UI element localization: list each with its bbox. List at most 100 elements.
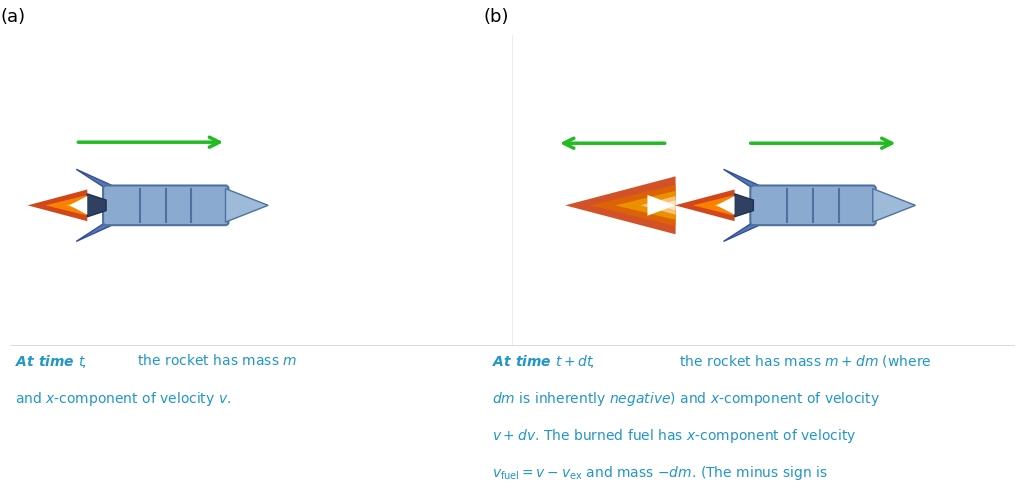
Polygon shape [28,189,87,221]
Point [33,141,49,149]
Point [145,260,162,268]
Polygon shape [76,169,119,189]
Point [205,67,221,74]
Point [95,129,112,137]
Point [763,140,779,148]
Point [234,68,251,76]
Point [393,234,410,242]
Point [499,146,515,154]
Point [162,268,178,276]
Polygon shape [717,196,734,214]
Point [432,112,449,120]
Text: At time $t\!,$: At time $t\!,$ [15,353,87,370]
Point [71,66,87,74]
Text: and $x$-component of velocity $v$.: and $x$-component of velocity $v$. [15,390,231,408]
Point [777,331,794,339]
Polygon shape [675,189,734,221]
Polygon shape [76,222,119,242]
Point [546,138,562,146]
Point [512,226,528,234]
Polygon shape [726,202,734,209]
Polygon shape [225,189,268,222]
Text: Burned fuel: Burned fuel [572,67,673,81]
Point [872,119,889,127]
Text: At time $t + dt\!,$: At time $t + dt\!,$ [492,353,595,370]
Point [122,102,138,110]
Point [38,139,54,146]
Text: $dm$ is inherently $\mathit{negative}$) and $x$-component of velocity: $dm$ is inherently $\mathit{negative}$) … [492,390,880,408]
Point [987,263,1004,271]
Point [309,134,326,142]
Point [379,94,395,102]
Polygon shape [45,195,87,215]
Point [206,153,222,161]
Polygon shape [724,169,766,189]
Point [72,292,88,300]
Polygon shape [590,184,676,226]
Point [81,67,97,74]
Polygon shape [565,176,676,234]
Point [331,295,347,303]
Point [528,125,545,133]
Point [115,81,131,89]
Point [550,324,566,332]
Point [316,154,333,162]
Point [147,91,164,99]
Text: $v_{\rm fuel} = v - v_{\rm ex}$ and mass $-dm$. (The minus sign is: $v_{\rm fuel} = v - v_{\rm ex}$ and mass… [492,464,827,483]
Point [889,334,905,342]
Text: $= v - v_{\rm ex}$: $= v - v_{\rm ex}$ [631,99,700,115]
Point [104,107,121,115]
Point [436,227,453,235]
Point [518,185,535,193]
Point [817,146,834,154]
Point [187,53,204,61]
Point [41,146,57,154]
Point [810,263,826,271]
Point [319,308,336,316]
Point [967,40,983,48]
Polygon shape [87,194,106,217]
Point [498,265,514,273]
Point [255,263,271,271]
Point [716,128,732,136]
Polygon shape [872,189,915,222]
Point [830,58,847,66]
Point [894,142,910,150]
Point [627,311,643,318]
Text: $v + dv$. The burned fuel has $x$-component of velocity: $v + dv$. The burned fuel has $x$-compon… [492,427,856,445]
Point [371,246,387,253]
Point [52,55,69,63]
Point [636,278,652,285]
Point [361,72,378,80]
Polygon shape [724,222,766,242]
Polygon shape [647,195,676,216]
Polygon shape [79,202,87,209]
Text: $v_{\rm fuel}$: $v_{\rm fuel}$ [585,99,614,115]
Point [867,77,884,85]
Point [296,44,312,52]
Point [601,142,617,150]
Point [84,146,100,154]
Point [476,288,493,296]
Text: $+x$-direction: $+x$-direction [268,67,365,81]
Point [415,44,431,52]
Text: $v$: $v$ [124,103,137,121]
Point [264,309,281,317]
Polygon shape [67,199,87,211]
Point [615,47,632,55]
Polygon shape [660,200,676,211]
Text: $-dm$: $-dm$ [600,293,645,311]
Point [908,256,925,264]
FancyBboxPatch shape [751,185,876,225]
Point [806,252,822,260]
Point [523,280,540,288]
Point [896,268,912,276]
Point [330,333,346,341]
Point [602,303,618,311]
Point [773,122,790,130]
Point [971,269,987,277]
Point [610,63,627,71]
Point [336,287,352,295]
Point [666,85,682,93]
Point [364,70,380,77]
